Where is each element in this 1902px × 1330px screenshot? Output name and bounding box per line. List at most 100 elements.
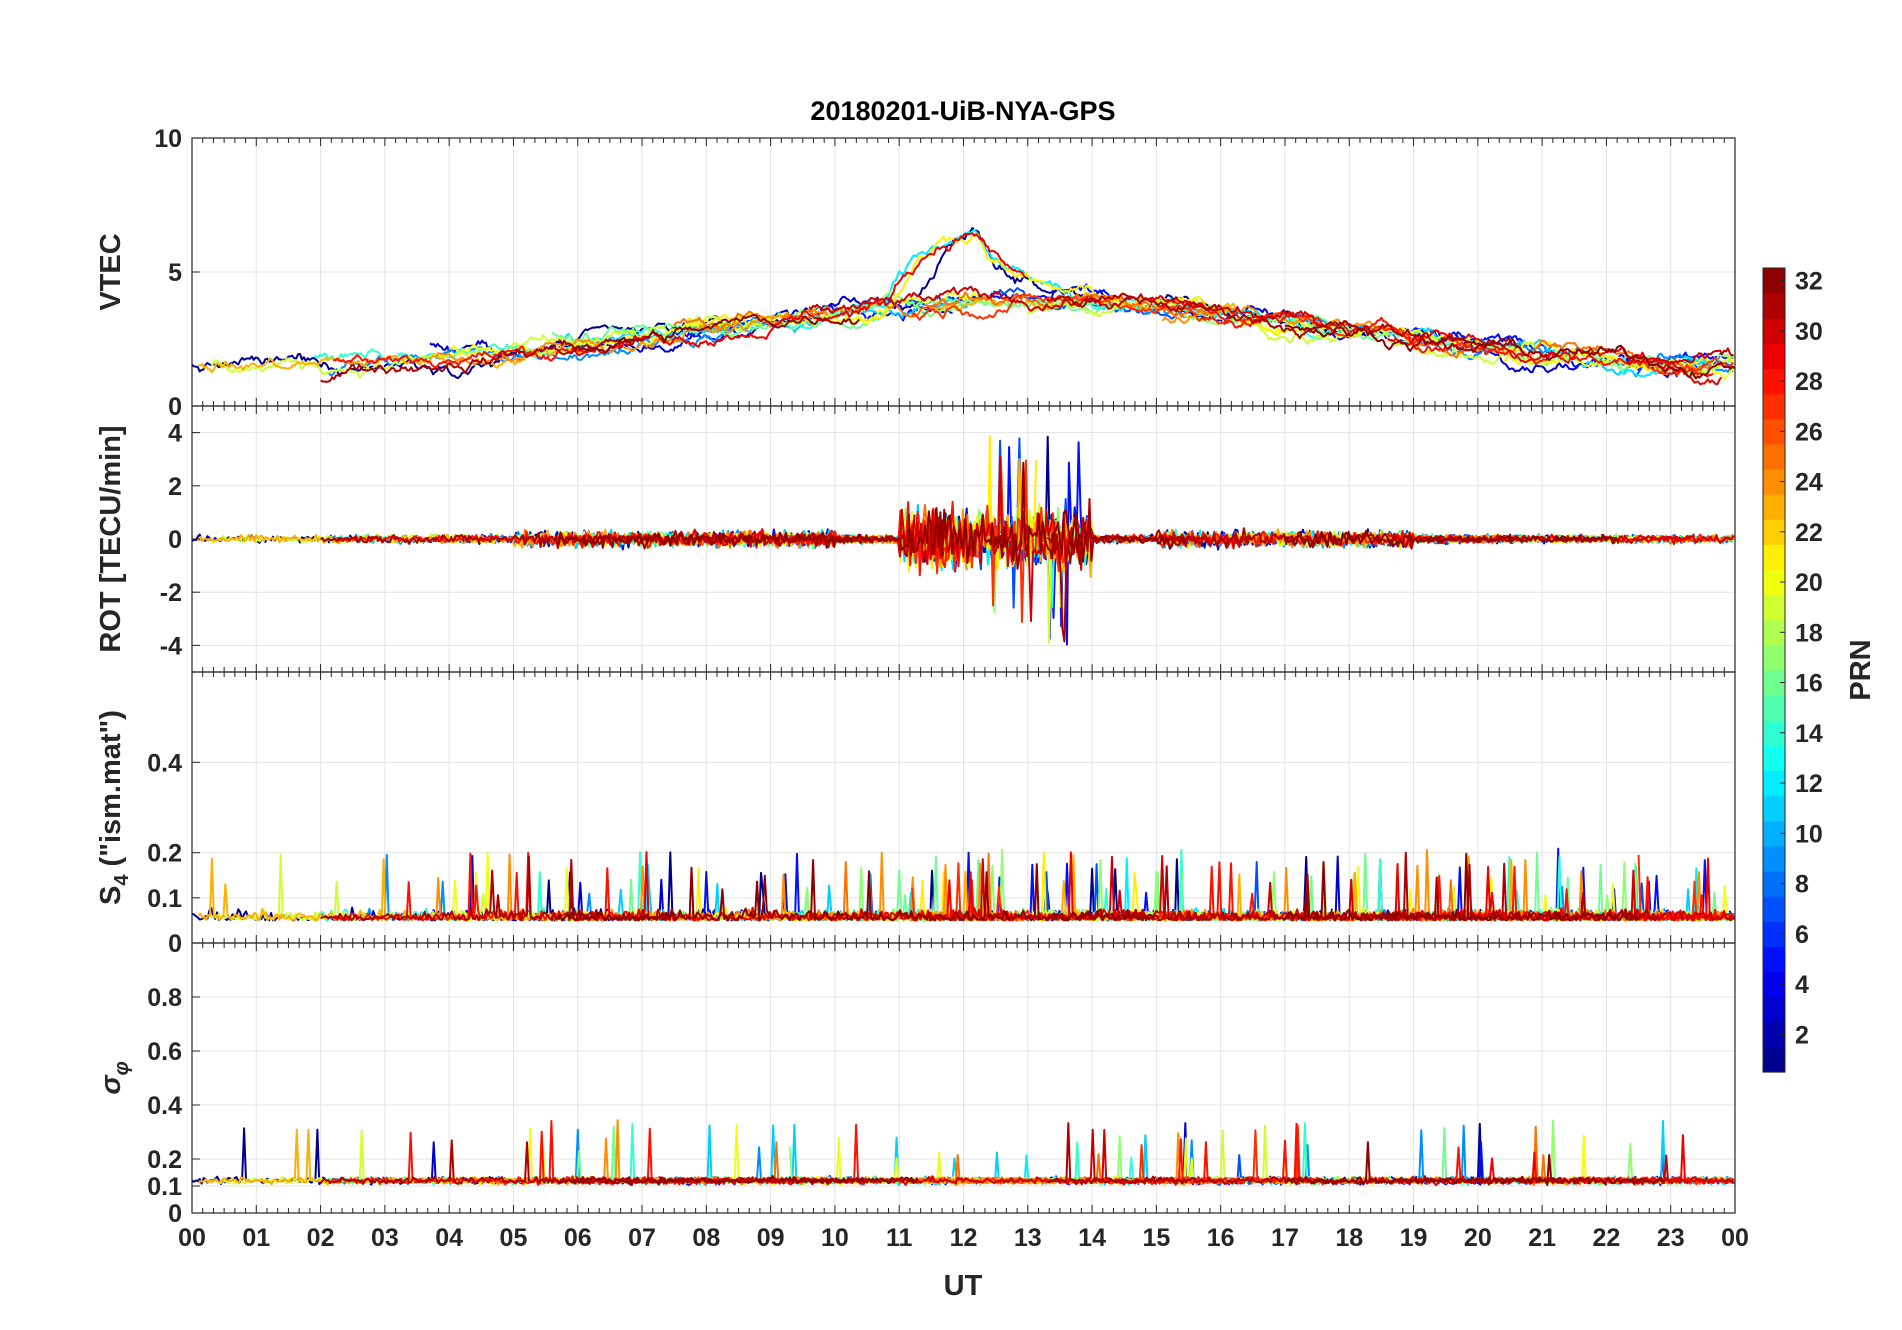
series-prn-19 <box>1026 296 1525 366</box>
y-axis-label-s4: S4 ("ism.mat") <box>95 710 133 905</box>
y-tick-label: 0.6 <box>147 1038 182 1066</box>
colorbar-segment <box>1763 343 1785 370</box>
y-tick-label: 0.2 <box>147 1146 182 1174</box>
colorbar-segment <box>1763 368 1785 395</box>
y-tick-label: 0.1 <box>147 885 182 913</box>
y-tick-label: 5 <box>168 259 182 287</box>
panel-sigma: 00.10.2 0.4 0.6 0.8 σφ <box>95 942 1736 1228</box>
series-prn-31 <box>319 1139 866 1186</box>
y-tick-label: 2 <box>168 473 182 501</box>
y-tick-label: 0 <box>168 1200 182 1228</box>
colorbar-tick-label: 28 <box>1795 368 1823 396</box>
y-axis-label-sub: φ <box>111 1061 133 1075</box>
x-tick-label: 14 <box>1078 1224 1106 1252</box>
y-tick-label: 0 <box>168 393 182 421</box>
series-prn-19 <box>210 1128 623 1185</box>
colorbar-segment <box>1763 268 1785 294</box>
panel-rot: -4 -2 0 2 4 ROT [TECU/min] <box>95 405 1736 673</box>
y-tick-label: 0.1 <box>147 1173 182 1201</box>
x-tick-label: 17 <box>1271 1224 1299 1252</box>
x-tick-label: 00 <box>178 1224 206 1252</box>
colorbar-segment <box>1763 695 1785 721</box>
series-group-vtec <box>192 227 1735 386</box>
x-tick-label: 15 <box>1142 1224 1170 1252</box>
colorbar-segment <box>1763 644 1785 671</box>
series-prn-32 <box>1284 324 1735 380</box>
x-tick-label: 12 <box>950 1224 978 1252</box>
colorbar-tick-label: 16 <box>1795 670 1823 698</box>
colorbar-segment <box>1763 670 1785 696</box>
series-prn-32 <box>557 461 1187 570</box>
y-axis-label-main: S <box>95 886 127 905</box>
series-prn-24 <box>435 309 829 367</box>
colorbar-segment <box>1763 720 1785 746</box>
y-tick-label: 10 <box>154 125 182 153</box>
x-tick-label: 20 <box>1464 1224 1492 1252</box>
panel-vtec: 0 5 10 VTEC <box>95 125 1736 421</box>
y-tick-label: 0 <box>168 930 182 958</box>
series-prn-32 <box>1284 530 1616 548</box>
series-prn-32 <box>557 859 1155 922</box>
y-tick-label: 0.4 <box>147 749 182 777</box>
y-tick-label: -4 <box>160 632 182 660</box>
y-axis-label-rest: ("ism.mat") <box>95 710 127 874</box>
colorbar-tick-label: 18 <box>1795 619 1823 647</box>
series-prn-24 <box>435 851 1030 922</box>
x-tick-label: 03 <box>371 1224 399 1252</box>
colorbar-segment <box>1763 971 1785 998</box>
colorbar-segment <box>1763 443 1785 470</box>
colorbar-tick-label: 6 <box>1795 921 1809 949</box>
y-axis-label-sigma: σφ <box>95 1061 133 1094</box>
x-tick-label: 09 <box>757 1224 785 1252</box>
series-prn-32 <box>558 1175 919 1186</box>
colorbar-segment <box>1763 1021 1785 1048</box>
colorbar-tick-label: 30 <box>1795 318 1823 346</box>
y-axis-label-main: σ <box>95 1074 127 1095</box>
x-tick-label: 07 <box>628 1224 656 1252</box>
series-prn-31 <box>1046 498 1627 643</box>
y-axis-label-rot: ROT [TECU/min] <box>95 425 127 652</box>
series-prn-30 <box>1625 534 1735 546</box>
series-prn-31 <box>320 338 640 383</box>
x-tick-label: 04 <box>435 1224 463 1252</box>
colorbar-tick-label: 22 <box>1795 519 1823 547</box>
series-prn-24 <box>435 1119 823 1186</box>
series-prn-28 <box>332 1120 909 1186</box>
y-tick-label: 0.2 <box>147 840 182 868</box>
colorbar-segment <box>1763 770 1785 797</box>
y-tick-label: -2 <box>160 579 182 607</box>
x-tick-label: 16 <box>1207 1224 1235 1252</box>
colorbar-tick-label: 10 <box>1795 820 1823 848</box>
colorbar-segment <box>1763 996 1785 1023</box>
colorbar-segment <box>1763 871 1785 897</box>
series-prn-29 <box>1387 329 1723 386</box>
series-prn-32 <box>558 313 861 354</box>
x-tick-label: 06 <box>564 1224 592 1252</box>
series-prn-28 <box>1149 297 1714 378</box>
colorbar-segment <box>1763 494 1785 520</box>
series-prn-27 <box>1637 356 1734 377</box>
colorbar-segment <box>1763 946 1785 973</box>
colorbar-tick-label: 14 <box>1795 720 1823 748</box>
y-axis-label-vtec: VTEC <box>95 233 127 310</box>
series-prn-32 <box>1284 852 1639 922</box>
colorbar-segment <box>1763 745 1785 772</box>
x-tick-label: 00 <box>1721 1224 1749 1252</box>
x-tick-label: 02 <box>307 1224 335 1252</box>
colorbar-segment <box>1763 469 1785 495</box>
y-tick-label: 0.8 <box>147 984 182 1012</box>
y-tick-label: 0.4 <box>147 1092 182 1120</box>
panel-s4: 0 0.1 0.2 0.4 S4 ("ism.mat") <box>95 671 1736 958</box>
series-prn-1 <box>917 1122 1487 1186</box>
series-prn-27 <box>911 293 1476 347</box>
series-group-s4 <box>192 847 1735 922</box>
series-prn-19 <box>210 853 651 922</box>
series-prn-31 <box>1046 1122 1565 1186</box>
colorbar-segment <box>1763 619 1785 646</box>
x-tick-label: 11 <box>886 1224 913 1252</box>
x-tick-label: 23 <box>1657 1224 1685 1252</box>
colorbar-segment <box>1763 896 1785 922</box>
series-group-rot <box>192 434 1735 646</box>
